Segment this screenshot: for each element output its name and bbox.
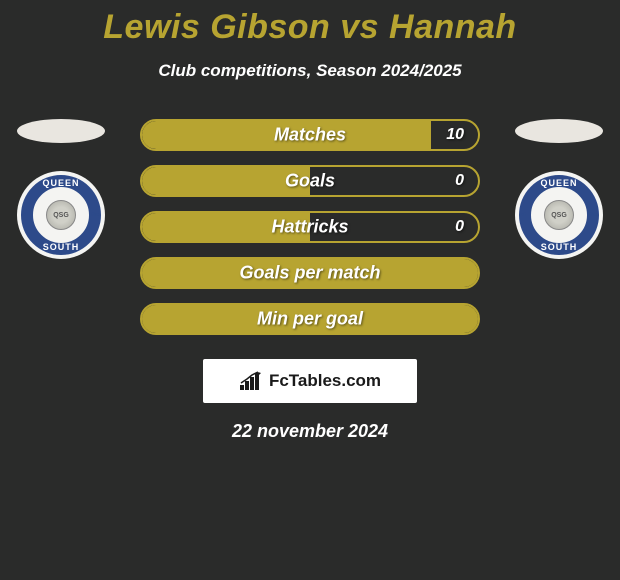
crest-text-top: QUEEN xyxy=(540,178,577,188)
player-right-oval xyxy=(515,119,603,143)
crest-center: QSG xyxy=(544,200,574,230)
bar-value-right: 10 xyxy=(446,126,464,144)
branding-label: FcTables.com xyxy=(269,371,381,391)
crest-text-bottom: SOUTH xyxy=(43,242,80,252)
bar-label: Hattricks xyxy=(142,217,478,238)
bar-label: Goals per match xyxy=(142,263,478,284)
bar-label: Min per goal xyxy=(142,309,478,330)
crest-side-right: the xyxy=(590,212,598,218)
page-title: Lewis Gibson vs Hannah xyxy=(0,0,620,47)
stat-bar: Hattricks0 xyxy=(140,211,480,243)
bar-value-right: 0 xyxy=(455,218,464,236)
bar-label: Matches xyxy=(142,125,478,146)
bar-label: Goals xyxy=(142,171,478,192)
crest-side-left: of xyxy=(521,212,526,218)
crest-center: QSG xyxy=(46,200,76,230)
player-left-oval xyxy=(17,119,105,143)
bars-container: Matches10Goals0Hattricks0Goals per match… xyxy=(140,119,480,349)
crest-text-bottom: SOUTH xyxy=(541,242,578,252)
crest-side-left: of xyxy=(23,212,28,218)
stat-bar: Goals0 xyxy=(140,165,480,197)
comparison-chart: QUEEN SOUTH of the QSG QUEEN SOUTH of th… xyxy=(0,119,620,349)
stat-bar: Goals per match xyxy=(140,257,480,289)
player-left-crest: QUEEN SOUTH of the QSG xyxy=(17,171,105,259)
date-line: 22 november 2024 xyxy=(0,421,620,442)
subtitle: Club competitions, Season 2024/2025 xyxy=(0,61,620,81)
player-left-column: QUEEN SOUTH of the QSG xyxy=(16,119,106,259)
crest-side-right: the xyxy=(92,212,100,218)
crest-text-top: QUEEN xyxy=(42,178,79,188)
bar-value-right: 0 xyxy=(455,172,464,190)
fctables-icon xyxy=(239,371,265,391)
player-right-column: QUEEN SOUTH of the QSG xyxy=(514,119,604,259)
branding-badge: FcTables.com xyxy=(203,359,417,403)
player-right-crest: QUEEN SOUTH of the QSG xyxy=(515,171,603,259)
stat-bar: Min per goal xyxy=(140,303,480,335)
stat-bar: Matches10 xyxy=(140,119,480,151)
